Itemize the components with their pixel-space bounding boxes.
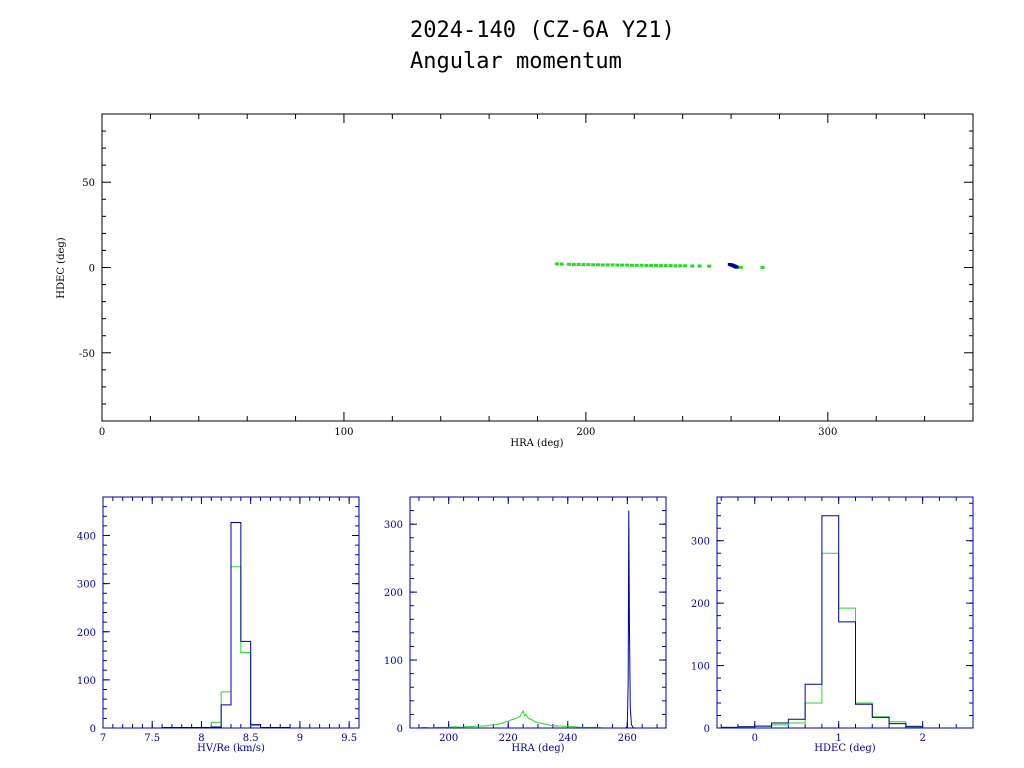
hist-xtick-label: 8 xyxy=(198,733,204,744)
hist3-series-blue xyxy=(720,515,924,728)
hist1-ticks: 7 7.5 8 8.5 9 9.5 0 100 200 300 400 xyxy=(77,496,360,744)
main-ytick-label: 50 xyxy=(82,178,95,189)
hist2-series-blue xyxy=(410,510,666,729)
hist-xtick-label: 8.5 xyxy=(243,733,259,744)
main-point-green xyxy=(673,264,678,268)
main-point-green xyxy=(576,262,581,266)
main-xtick-label: 0 xyxy=(99,427,105,438)
hdec-histogram-panel: 0 1 2 0 100 200 300 HDEC (deg) xyxy=(691,496,974,754)
main-ytick-label: -50 xyxy=(79,349,95,360)
hist1-series-green xyxy=(161,566,291,729)
main-point-green xyxy=(690,264,695,268)
main-point-green xyxy=(571,262,576,266)
main-point-green xyxy=(649,263,654,267)
main-point-green xyxy=(639,263,644,267)
hist3-frame xyxy=(716,496,974,729)
hist-xtick-label: 260 xyxy=(618,733,637,744)
hist-ytick-label: 100 xyxy=(77,676,96,687)
hist-ytick-label: 300 xyxy=(384,520,403,531)
hist-ytick-label: 300 xyxy=(77,580,96,591)
hist-xtick-label: 9.5 xyxy=(341,733,357,744)
hist-ytick-label: 200 xyxy=(384,588,403,599)
main-point-green xyxy=(591,263,596,267)
hist-ytick-label: 300 xyxy=(691,537,710,548)
chart-subtitle: Angular momentum xyxy=(410,49,622,74)
hist3-ticks: 0 1 2 0 100 200 300 xyxy=(691,497,974,744)
main-point-green xyxy=(738,265,743,269)
main-point-green xyxy=(595,263,600,267)
hist-ytick-label: 100 xyxy=(384,656,403,667)
sky-position-panel: 0 100 200 300 -50 0 50 HRA (deg) HDEC (deg) xyxy=(56,113,974,449)
hist-ytick-label: 0 xyxy=(397,724,403,735)
hist-xtick-label: 0 xyxy=(752,733,758,744)
hist-ytick-label: 100 xyxy=(691,662,710,673)
hist-xtick-label: 7 xyxy=(100,733,106,744)
main-point-blue xyxy=(734,265,739,269)
main-point-green xyxy=(663,264,668,268)
main-point-green xyxy=(707,264,712,268)
main-plot-frame xyxy=(101,113,974,422)
hist2-series-green xyxy=(412,709,610,729)
main-point-green xyxy=(658,264,663,268)
main-axis-ticks: 0 100 200 300 -50 0 50 xyxy=(79,114,974,438)
main-point-green xyxy=(634,263,639,267)
hist2-xlabel: HRA (deg) xyxy=(511,743,564,754)
main-ylabel: HDEC (deg) xyxy=(56,237,67,298)
hist3-steps xyxy=(720,515,924,728)
main-ytick-label: 0 xyxy=(89,264,95,275)
main-point-green xyxy=(760,266,765,269)
main-xtick-label: 200 xyxy=(576,427,595,438)
main-point-green xyxy=(605,263,610,267)
hra-histogram-panel: 200 220 240 260 0 100 200 300 HRA (deg) xyxy=(384,496,667,754)
main-point-green xyxy=(566,262,571,266)
main-point-green xyxy=(620,263,625,267)
hist-ytick-label: 200 xyxy=(77,628,96,639)
velocity-histogram-panel: 7 7.5 8 8.5 9 9.5 0 100 200 300 400 HV/Re (km/s) xyxy=(77,496,360,754)
hist-ytick-label: 400 xyxy=(77,532,96,543)
main-point-green xyxy=(615,263,620,267)
hist1-xlabel: HV/Re (km/s) xyxy=(197,743,265,754)
hist-ytick-label: 0 xyxy=(90,724,96,735)
main-xtick-label: 100 xyxy=(334,427,353,438)
main-point-green xyxy=(644,263,649,267)
main-point-green xyxy=(697,264,702,268)
main-point-green xyxy=(581,263,586,267)
hist-xtick-label: 240 xyxy=(558,733,577,744)
hist2-lines xyxy=(410,510,666,729)
main-xtick-label: 300 xyxy=(818,427,837,438)
hist-ytick-label: 200 xyxy=(691,599,710,610)
hist-xtick-label: 220 xyxy=(499,733,518,744)
main-xlabel: HRA (deg) xyxy=(510,438,563,449)
hist1-steps xyxy=(161,522,291,729)
hist-xtick-label: 7.5 xyxy=(144,733,160,744)
main-point-green xyxy=(629,263,634,267)
main-scatter-points xyxy=(554,262,765,269)
main-point-green xyxy=(586,263,591,267)
main-point-green xyxy=(600,263,605,267)
hist-xtick-label: 2 xyxy=(919,733,925,744)
hist-ytick-label: 0 xyxy=(704,724,710,735)
main-point-green xyxy=(610,263,615,267)
main-point-green xyxy=(668,264,673,268)
hist1-series-blue xyxy=(161,522,291,729)
hist-xtick-label: 200 xyxy=(439,733,458,744)
hist-xtick-label: 1 xyxy=(836,733,842,744)
main-point-green xyxy=(554,262,559,266)
hist3-xlabel: HDEC (deg) xyxy=(814,743,875,754)
chart-title: 2024-140 (CZ-6A Y21) xyxy=(410,18,675,43)
main-point-green xyxy=(678,264,683,268)
main-point-green xyxy=(654,263,659,267)
hist2-ticks: 200 220 240 260 0 100 200 300 xyxy=(384,496,666,744)
main-point-green xyxy=(625,263,630,267)
main-point-green xyxy=(559,262,564,266)
main-point-green xyxy=(683,264,688,268)
hist-xtick-label: 9 xyxy=(297,733,303,744)
